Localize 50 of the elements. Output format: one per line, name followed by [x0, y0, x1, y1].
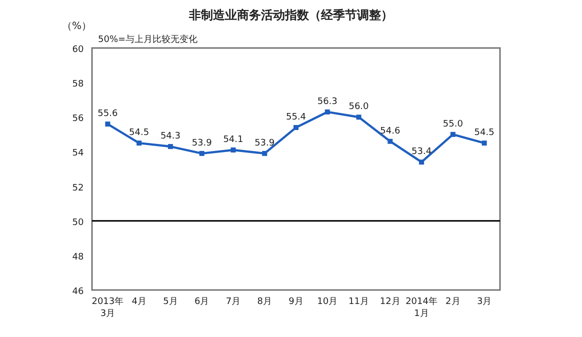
x-tick-label: 9月 — [288, 297, 304, 307]
data-label: 55.6 — [98, 109, 118, 120]
x-tick-label: 7月 — [226, 297, 241, 307]
y-tick-label: 50 — [72, 218, 84, 228]
point — [388, 138, 393, 144]
point — [199, 150, 204, 156]
x-tick-label: 12月 — [380, 297, 400, 307]
data-label: 54.3 — [160, 132, 180, 142]
y-tick-label: 52 — [72, 183, 84, 194]
y-axis-title: （%） — [62, 21, 92, 32]
point — [230, 147, 236, 152]
x-tick-label: 5月 — [163, 297, 178, 307]
point — [324, 109, 330, 114]
x-tick-label: 6月 — [194, 297, 210, 307]
data-label: 55.4 — [286, 112, 306, 123]
x-tick-label: 2014年 1月 — [406, 296, 438, 319]
data-label: 54.1 — [223, 134, 244, 145]
y-tick-label: 46 — [72, 287, 84, 297]
x-tick-label: 2月 — [446, 297, 460, 307]
data-label: 54.5 — [129, 128, 150, 138]
y-tick-label: 58 — [72, 80, 84, 90]
data-label: 56.3 — [317, 96, 338, 107]
chart-title: 非制造业商务活动指数（经季节调整） — [188, 8, 393, 22]
point — [136, 140, 142, 146]
point — [482, 140, 487, 146]
point — [450, 132, 456, 137]
y-tick-label: 48 — [72, 252, 84, 262]
x-tick-label: 4月 — [132, 297, 146, 307]
point — [262, 150, 268, 156]
y-tick-label: 60 — [72, 45, 84, 55]
y-tick-label: 56 — [72, 114, 84, 124]
point — [168, 144, 173, 150]
x-tick-label: 10月 — [317, 297, 338, 307]
data-label: 55.0 — [442, 119, 464, 130]
x-tick-label: 2013年 3月 — [92, 296, 124, 319]
point — [356, 114, 362, 120]
data-label: 56.0 — [348, 102, 370, 112]
x-tick-label: 11月 — [348, 297, 369, 307]
data-label: 53.9 — [254, 138, 275, 148]
data-label: 53.4 — [412, 147, 432, 158]
data-label: 54.6 — [380, 126, 400, 136]
data-label: 53.9 — [192, 138, 212, 148]
y-tick-label: 54 — [72, 148, 84, 159]
point — [105, 122, 110, 127]
data-label: 54.5 — [474, 128, 494, 138]
text: 50%=与上月比较无变化 — [98, 34, 198, 45]
point — [294, 125, 298, 130]
x-tick-label: 8月 — [257, 297, 272, 307]
x-tick-label: 3月 — [476, 297, 492, 307]
point — [419, 160, 424, 165]
